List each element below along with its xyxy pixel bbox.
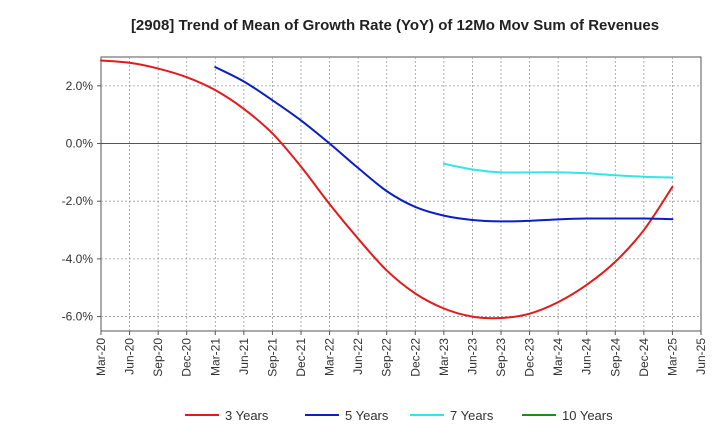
x-tick-label: Dec-23 [523, 338, 537, 377]
x-tick-label: Sep-23 [494, 338, 508, 377]
x-tick-label: Dec-21 [294, 338, 308, 377]
x-tick-label: Jun-25 [694, 338, 708, 375]
x-tick-label: Dec-24 [637, 338, 651, 377]
legend-label-7-years: 7 Years [450, 408, 494, 423]
y-axis-ticks: 2.0% 0.0% -2.0% -4.0% -6.0% [62, 79, 101, 324]
x-tick-label: Mar-24 [551, 338, 565, 376]
chart-title: [2908] Trend of Mean of Growth Rate (YoY… [131, 17, 659, 34]
x-tick-label: Dec-22 [408, 338, 422, 377]
x-tick-label: Sep-20 [151, 338, 165, 377]
x-tick-label: Mar-23 [437, 338, 451, 376]
x-tick-label: Dec-20 [180, 338, 194, 377]
x-tick-label: Mar-25 [665, 338, 679, 376]
x-tick-label: Jun-22 [351, 338, 365, 375]
series-line-7-years [442, 162, 674, 179]
x-tick-label: Sep-24 [608, 338, 622, 377]
legend-label-10-years: 10 Years [562, 408, 613, 423]
series-lines [100, 59, 674, 320]
x-tick-label: Mar-22 [323, 338, 337, 376]
x-tick-label: Sep-22 [380, 338, 394, 377]
y-tick-label: -2.0% [62, 194, 94, 208]
x-tick-label: Mar-21 [208, 338, 222, 376]
legend-label-3-years: 3 Years [225, 408, 269, 423]
x-tick-label: Jun-20 [123, 338, 137, 375]
x-axis-ticks: Mar-20 Jun-20 Sep-20 Dec-20 Mar-21 Jun-21 Sep-… [94, 331, 708, 377]
y-tick-label: -4.0% [62, 252, 94, 266]
series-line-3-years [100, 59, 674, 320]
y-tick-label: 0.0% [66, 137, 94, 151]
x-tick-label: Jun-21 [237, 338, 251, 375]
y-tick-label: -6.0% [62, 310, 94, 324]
x-tick-label: Jun-23 [465, 338, 479, 375]
x-tick-label: Jun-24 [580, 338, 594, 375]
x-tick-label: Sep-21 [265, 338, 279, 377]
y-tick-label: 2.0% [66, 79, 94, 93]
gridlines [101, 57, 701, 331]
legend: 3 Years 5 Years 7 Years 10 Years [185, 408, 613, 423]
series-line-5-years [214, 66, 674, 223]
plot-area [100, 56, 702, 332]
legend-label-5-years: 5 Years [345, 408, 389, 423]
x-tick-label: Mar-20 [94, 338, 108, 376]
